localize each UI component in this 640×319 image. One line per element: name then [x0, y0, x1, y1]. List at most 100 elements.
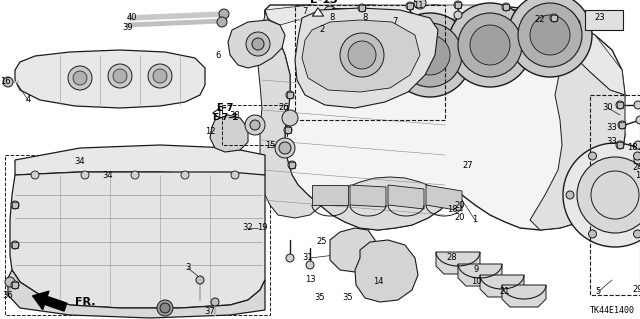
Circle shape: [286, 254, 294, 262]
Text: 16: 16: [0, 78, 10, 86]
Polygon shape: [436, 252, 480, 274]
Circle shape: [616, 141, 624, 149]
Circle shape: [282, 110, 298, 126]
Text: E-7-1: E-7-1: [212, 114, 238, 122]
Circle shape: [306, 261, 314, 269]
Text: 35: 35: [342, 293, 353, 302]
Circle shape: [153, 69, 167, 83]
Text: 26: 26: [278, 103, 289, 113]
Circle shape: [634, 141, 640, 149]
Polygon shape: [355, 240, 418, 302]
Polygon shape: [15, 50, 205, 108]
Bar: [503, 4, 509, 10]
Text: 8: 8: [330, 13, 335, 23]
Circle shape: [196, 276, 204, 284]
Polygon shape: [228, 20, 285, 68]
FancyArrowPatch shape: [212, 108, 220, 118]
Bar: [295, 5, 445, 120]
Circle shape: [11, 281, 19, 289]
Circle shape: [68, 66, 92, 90]
Circle shape: [157, 300, 173, 316]
Text: 6: 6: [215, 50, 221, 60]
Circle shape: [160, 303, 170, 313]
Polygon shape: [302, 20, 420, 92]
Polygon shape: [458, 264, 502, 286]
Circle shape: [563, 143, 640, 247]
Circle shape: [284, 126, 292, 134]
Polygon shape: [535, 10, 580, 42]
Text: 30: 30: [603, 103, 613, 113]
Circle shape: [518, 3, 582, 67]
Polygon shape: [10, 172, 265, 308]
Circle shape: [245, 115, 265, 135]
Text: 33: 33: [607, 123, 618, 132]
Text: 27: 27: [463, 160, 474, 169]
Text: 7: 7: [302, 8, 308, 17]
Text: 10: 10: [471, 278, 481, 286]
Text: 5: 5: [595, 287, 600, 296]
Circle shape: [348, 41, 376, 69]
Circle shape: [250, 120, 260, 130]
Circle shape: [358, 4, 366, 12]
Bar: [12, 242, 18, 248]
Circle shape: [231, 171, 239, 179]
Circle shape: [5, 277, 15, 287]
Circle shape: [11, 241, 19, 249]
Text: 14: 14: [372, 278, 383, 286]
Text: 13: 13: [305, 276, 316, 285]
Text: 20: 20: [455, 201, 465, 210]
Circle shape: [589, 230, 596, 238]
Bar: [332, 8, 354, 18]
Text: 33: 33: [607, 137, 618, 146]
Circle shape: [288, 161, 296, 169]
Polygon shape: [312, 185, 348, 205]
Text: E-15: E-15: [310, 0, 338, 5]
Text: 12: 12: [205, 128, 215, 137]
Circle shape: [589, 152, 596, 160]
Bar: [617, 142, 623, 148]
Circle shape: [398, 23, 462, 87]
Circle shape: [252, 38, 264, 50]
Circle shape: [131, 171, 139, 179]
Text: 9: 9: [474, 265, 479, 275]
Circle shape: [181, 171, 189, 179]
Bar: [585, 10, 623, 30]
Circle shape: [618, 121, 626, 129]
Circle shape: [340, 33, 384, 77]
Text: 3: 3: [186, 263, 191, 272]
Text: E-7: E-7: [216, 103, 234, 113]
Circle shape: [246, 32, 270, 56]
Circle shape: [279, 142, 291, 154]
Circle shape: [356, 14, 364, 22]
Circle shape: [73, 71, 87, 85]
Circle shape: [508, 0, 592, 77]
Text: 36: 36: [3, 291, 13, 300]
Circle shape: [470, 25, 510, 65]
Circle shape: [414, 0, 426, 9]
Polygon shape: [210, 115, 248, 152]
Text: FR.: FR.: [75, 297, 95, 307]
Bar: [12, 202, 18, 208]
Text: TK44E1400: TK44E1400: [590, 306, 635, 315]
Polygon shape: [330, 228, 375, 272]
Text: 37: 37: [205, 308, 216, 316]
Text: 21: 21: [500, 287, 510, 296]
Circle shape: [454, 1, 462, 9]
Polygon shape: [426, 185, 462, 211]
Polygon shape: [265, 5, 625, 95]
Text: 11: 11: [413, 1, 423, 10]
Bar: [590, 95, 640, 295]
Text: 4: 4: [26, 95, 31, 105]
Text: 24: 24: [633, 164, 640, 173]
Text: 28: 28: [447, 254, 458, 263]
Polygon shape: [350, 185, 386, 207]
Text: 32: 32: [243, 224, 253, 233]
Polygon shape: [388, 185, 424, 209]
Polygon shape: [265, 5, 625, 230]
Circle shape: [448, 3, 532, 87]
Circle shape: [148, 64, 172, 88]
Circle shape: [550, 14, 558, 22]
Text: 1: 1: [472, 216, 477, 225]
Text: 34: 34: [102, 170, 113, 180]
Text: 34: 34: [75, 158, 85, 167]
